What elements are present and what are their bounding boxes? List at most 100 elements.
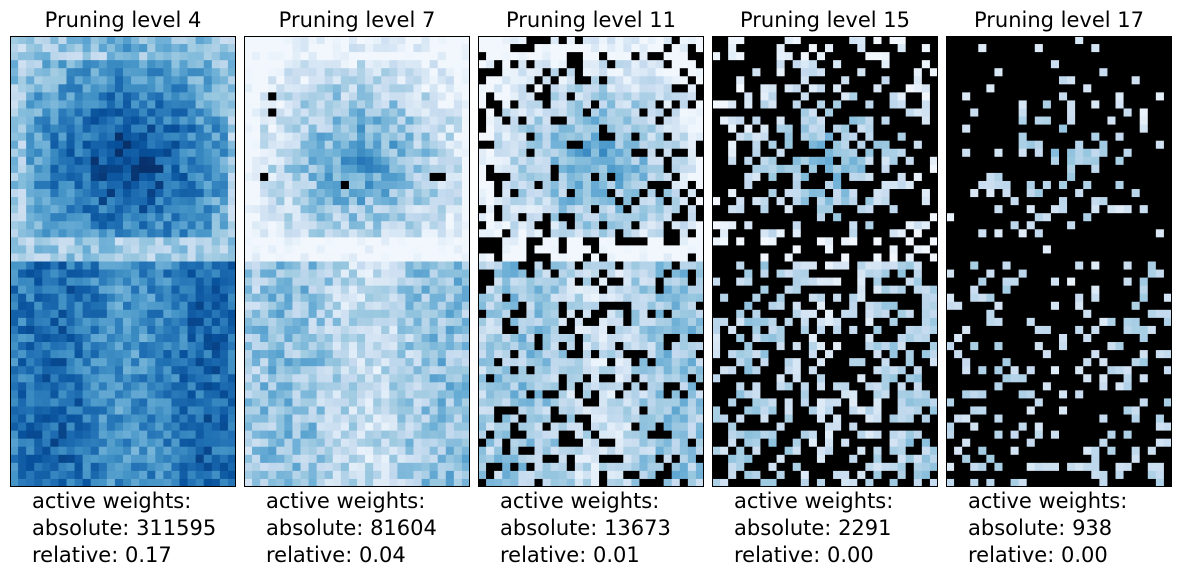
heatmap-cell [849,76,858,85]
heatmap-cell [211,156,221,166]
heatmap-cell [244,52,253,61]
heatmap-cell [478,261,487,271]
heatmap-cell [800,100,810,109]
heatmap-cell [155,382,164,391]
heatmap-cell [195,422,205,432]
heatmap-cell [478,140,487,150]
heatmap-cell [365,52,374,61]
heatmap-cell [155,44,164,53]
heatmap-cell [147,293,156,303]
heatmap-cell [276,269,285,279]
heatmap-cell [123,164,132,174]
heatmap-cell [211,325,221,335]
heatmap-cell [292,156,301,166]
heatmap-cell [268,358,277,367]
heatmap-cell [300,76,310,85]
heatmap-cell [252,60,261,69]
heatmap-cell [429,269,439,279]
heatmap-cell [114,301,124,311]
heatmap-cell [18,60,27,69]
heatmap-cell [179,156,189,166]
heatmap-cell [163,92,172,101]
heatmap-cell [574,205,584,214]
heatmap-cell [389,229,398,238]
heatmap-cell [542,478,552,487]
heatmap-cell [615,430,624,440]
heatmap-cell [211,406,221,416]
heatmap-cell [276,253,285,262]
heatmap-cell [453,374,463,383]
heatmap-cell [123,414,132,424]
heatmap-cell [655,68,665,77]
heatmap-cell [163,197,172,206]
heatmap-cell [671,36,681,45]
heatmap-cell [526,438,535,448]
heatmap-cell [300,189,310,198]
heatmap-cell [445,197,455,206]
heatmap-cell [260,454,269,464]
heatmap-cell [203,390,213,399]
heatmap-cell [90,301,100,311]
heatmap-cell [348,92,358,101]
heatmap-cell [340,197,350,206]
heatmap-cell [389,293,398,303]
heatmap-cell [171,213,180,222]
heatmap-cell [10,382,19,391]
heatmap-cell [74,293,84,303]
heatmap-cell [518,60,527,69]
heatmap-cell [82,366,92,375]
heatmap-cell [591,156,600,166]
heatmap-cell [437,301,447,311]
heatmap-cell [534,366,544,375]
heatmap-cell [348,253,358,262]
heatmap-cell [647,52,657,61]
heatmap-cell [542,108,552,118]
heatmap-cell [461,76,470,85]
heatmap-cell [381,116,390,126]
heatmap-cell [227,92,236,101]
heatmap-cell [631,197,640,206]
heatmap-cell [348,148,358,158]
heatmap-cell [566,92,576,101]
heatmap-cell [252,390,261,399]
heatmap-cell [340,156,350,166]
heatmap-cell [58,84,67,93]
heatmap-cell [171,237,180,246]
heatmap-cell [607,148,616,158]
heatmap-cell [276,470,285,480]
heatmap-cell [268,301,277,311]
heatmap-cell [90,430,100,440]
heatmap-cell [437,277,447,287]
heatmap-cell [671,301,681,311]
heatmap-cell [292,422,301,432]
heatmap-cell [437,374,447,383]
heatmap-cell [50,253,59,262]
heatmap-cell [18,325,27,335]
heatmap-cell [357,229,366,238]
heatmap-cell [687,229,697,238]
heatmap-cell [155,164,164,174]
heatmap-cell [74,156,84,166]
heatmap-cell [687,446,697,456]
heatmap-cell [252,124,261,134]
heatmap-cell [816,44,826,53]
heatmap-cell [671,245,681,254]
heatmap-cell [260,374,269,383]
heatmap-cell [687,414,697,424]
heatmap-cell [42,140,51,150]
absolute-value: 13673 [604,516,671,540]
heatmap-cell [74,100,84,109]
heatmap-cell [260,293,269,303]
heatmap-cell [510,358,519,367]
heatmap-cell [582,221,592,230]
heatmap-cell [534,470,544,480]
heatmap-cell [607,277,616,287]
heatmap-cell [195,406,205,416]
heatmap-cell [195,36,205,45]
heatmap-cell [300,446,310,456]
heatmap-cell [50,164,59,174]
heatmap-cell [292,172,301,182]
heatmap-cell [445,124,455,134]
heatmap-cell [542,148,552,158]
heatmap-cell [405,438,414,448]
